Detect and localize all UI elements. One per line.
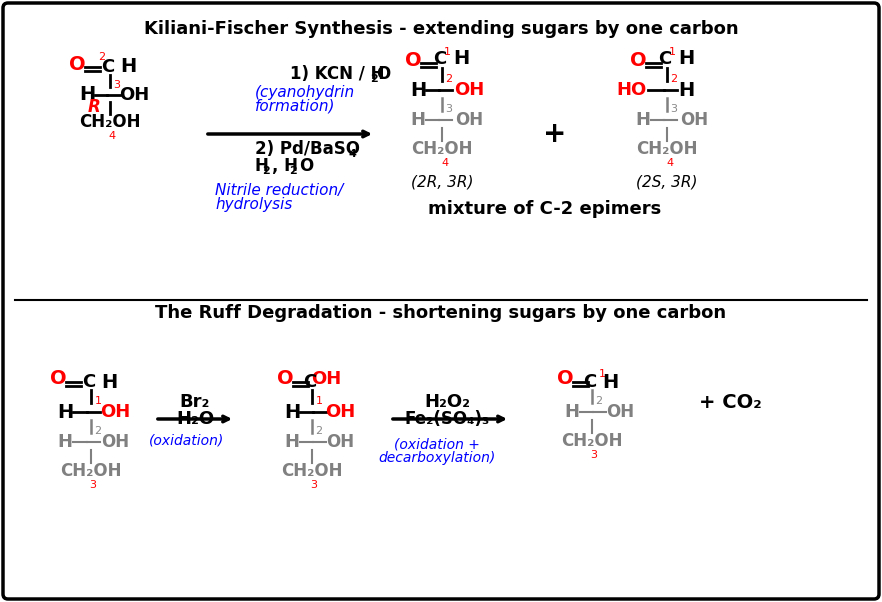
Text: CH₂OH: CH₂OH — [411, 140, 473, 158]
Text: 2: 2 — [445, 74, 452, 84]
Text: C: C — [658, 50, 671, 68]
Text: (oxidation): (oxidation) — [149, 433, 225, 447]
Text: mixture of C-2 epimers: mixture of C-2 epimers — [429, 200, 662, 218]
Text: H₂O₂: H₂O₂ — [424, 393, 470, 411]
Text: H: H — [255, 157, 269, 175]
Text: CH₂OH: CH₂OH — [636, 140, 698, 158]
Text: C: C — [82, 373, 95, 391]
Text: OH: OH — [680, 111, 708, 129]
Text: H: H — [410, 111, 425, 129]
Text: OH: OH — [454, 81, 484, 99]
Text: 3: 3 — [591, 450, 597, 460]
Text: (cyanohydrin: (cyanohydrin — [255, 84, 355, 99]
Text: Nitrile reduction/: Nitrile reduction/ — [215, 182, 343, 197]
Text: C: C — [583, 373, 596, 391]
Text: +: + — [543, 120, 567, 148]
Text: Fe₂(SO₄)₃: Fe₂(SO₄)₃ — [404, 410, 490, 428]
Text: 3: 3 — [310, 480, 318, 490]
Text: + CO₂: + CO₂ — [699, 393, 761, 412]
Text: Kiliani-Fischer Synthesis - extending sugars by one carbon: Kiliani-Fischer Synthesis - extending su… — [144, 20, 738, 38]
Text: 1: 1 — [669, 47, 676, 57]
Text: H: H — [564, 403, 579, 421]
Text: H: H — [678, 81, 694, 99]
Text: C: C — [101, 58, 115, 76]
Text: 2: 2 — [94, 426, 101, 436]
Text: 1: 1 — [599, 369, 606, 379]
Text: H: H — [101, 373, 117, 391]
Text: H: H — [78, 85, 95, 105]
Text: OH: OH — [606, 403, 634, 421]
Text: H: H — [636, 111, 651, 129]
Text: 2: 2 — [316, 426, 323, 436]
Text: 4: 4 — [348, 149, 356, 159]
Text: O: O — [405, 51, 422, 69]
Text: hydrolysis: hydrolysis — [215, 196, 292, 211]
Text: O: O — [49, 370, 66, 388]
Text: HO: HO — [617, 81, 647, 99]
Text: CH₂OH: CH₂OH — [60, 462, 122, 480]
Text: decarboxylation): decarboxylation) — [378, 451, 496, 465]
Text: O: O — [69, 55, 86, 73]
Text: , H: , H — [272, 157, 298, 175]
Text: 4: 4 — [441, 158, 449, 168]
Text: C: C — [433, 50, 446, 68]
Text: 1) KCN / H: 1) KCN / H — [290, 65, 385, 83]
Text: OH: OH — [310, 370, 341, 388]
Text: H: H — [120, 58, 136, 76]
Text: R: R — [87, 98, 101, 116]
Text: H: H — [602, 373, 618, 391]
Text: (2R, 3R): (2R, 3R) — [411, 175, 474, 190]
Text: 1: 1 — [94, 396, 101, 406]
Text: CH₂OH: CH₂OH — [79, 113, 141, 131]
Text: H: H — [678, 49, 694, 69]
Text: H: H — [56, 403, 73, 421]
Text: (oxidation +: (oxidation + — [394, 437, 480, 451]
Text: 3: 3 — [445, 104, 452, 114]
Text: OH: OH — [119, 86, 149, 104]
Text: 2: 2 — [262, 166, 270, 176]
Text: 2: 2 — [370, 74, 377, 84]
Text: CH₂OH: CH₂OH — [561, 432, 623, 450]
Text: 4: 4 — [108, 131, 116, 141]
Text: H: H — [452, 49, 469, 69]
Text: H: H — [285, 433, 300, 451]
Text: CH₂OH: CH₂OH — [281, 462, 343, 480]
Text: 4: 4 — [667, 158, 674, 168]
Text: O: O — [376, 65, 390, 83]
Text: (2S, 3R): (2S, 3R) — [636, 175, 698, 190]
Text: 2: 2 — [289, 166, 297, 176]
Text: OH: OH — [326, 433, 354, 451]
Text: OH: OH — [455, 111, 483, 129]
Text: Br₂: Br₂ — [180, 393, 210, 411]
Text: O: O — [299, 157, 313, 175]
Text: H: H — [57, 433, 72, 451]
Text: 3: 3 — [89, 480, 96, 490]
Text: H: H — [284, 403, 300, 421]
Text: O: O — [557, 370, 573, 388]
Text: The Ruff Degradation - shortening sugars by one carbon: The Ruff Degradation - shortening sugars… — [155, 304, 727, 322]
Text: 2: 2 — [595, 396, 602, 406]
Text: 3: 3 — [670, 104, 677, 114]
Text: 3: 3 — [114, 80, 121, 90]
Text: 2: 2 — [670, 74, 677, 84]
Text: 2) Pd/BaSO: 2) Pd/BaSO — [255, 140, 360, 158]
Text: O: O — [277, 370, 294, 388]
Text: H: H — [410, 81, 426, 99]
FancyBboxPatch shape — [3, 3, 879, 599]
Text: O: O — [630, 51, 647, 69]
Text: H₂O: H₂O — [176, 410, 214, 428]
Text: OH: OH — [101, 433, 129, 451]
Text: C: C — [303, 373, 317, 391]
Text: 1: 1 — [316, 396, 323, 406]
Text: OH: OH — [100, 403, 131, 421]
Text: 2: 2 — [99, 52, 106, 62]
Text: 1: 1 — [444, 47, 451, 57]
Text: formation): formation) — [255, 99, 335, 114]
Text: OH: OH — [325, 403, 355, 421]
